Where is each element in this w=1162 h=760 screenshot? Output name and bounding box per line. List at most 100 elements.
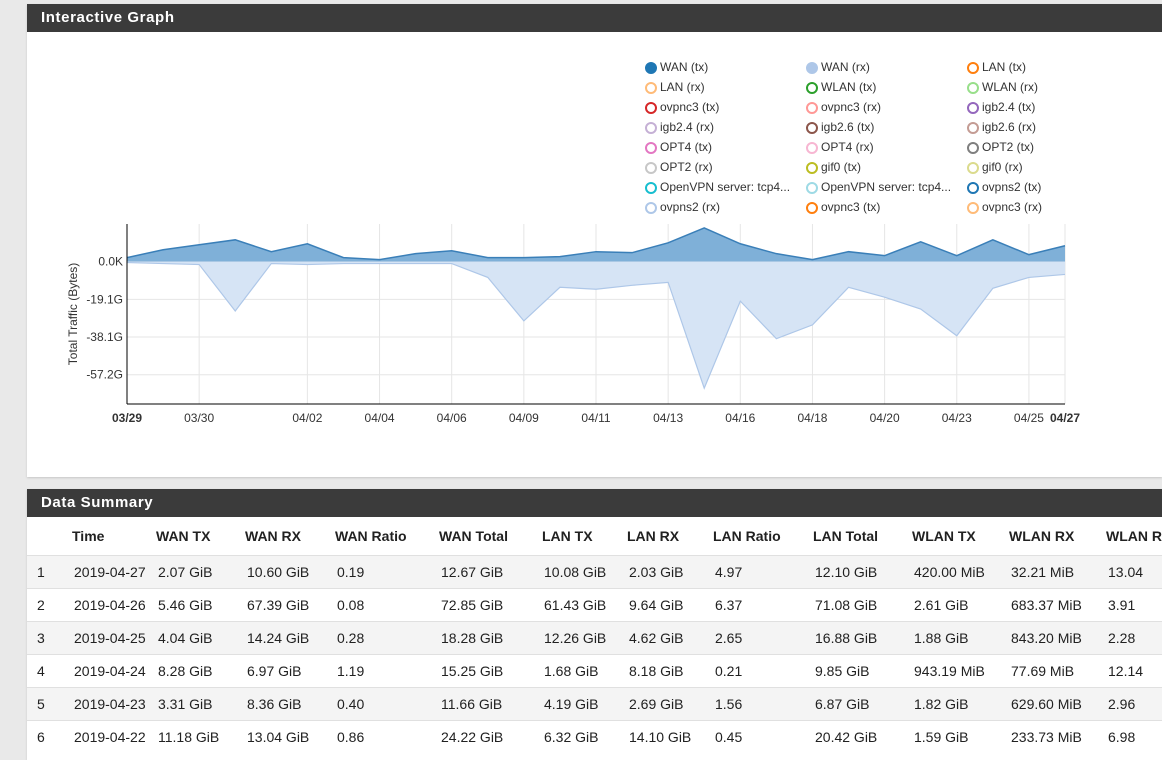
legend-label: ovpnc3 (tx) [821, 200, 881, 214]
table-cell: 0.19 [335, 554, 439, 588]
series-area [127, 261, 1065, 389]
legend-swatch-icon [967, 62, 979, 74]
table-cell: 683.37 MiB [1009, 587, 1106, 621]
table-cell: 18.28 GiB [439, 620, 542, 654]
column-header[interactable]: WLAN Ra [1106, 527, 1162, 544]
legend-swatch-icon [967, 102, 979, 114]
summary-panel-title: Data Summary [27, 489, 1162, 517]
table-cell: 2019-04-26 [72, 587, 156, 621]
column-header[interactable]: WAN Total [439, 527, 508, 544]
table-cell: 2019-04-25 [72, 620, 156, 654]
table-cell: 2019-04-27 [72, 554, 156, 588]
legend-swatch-icon [806, 142, 818, 154]
legend-label: WAN (tx) [660, 60, 709, 74]
column-header[interactable]: WLAN RX [1009, 527, 1075, 544]
table-cell: 6.37 [713, 587, 813, 621]
table-cell: 6.98 [1106, 719, 1162, 753]
legend-label: LAN (tx) [982, 60, 1027, 74]
legend-label: ovpns2 (tx) [982, 180, 1042, 194]
column-header[interactable]: LAN RX [627, 527, 680, 544]
column-header[interactable] [27, 517, 72, 555]
legend-label: OPT4 (tx) [660, 140, 713, 154]
x-tick-label: 04/27 [1050, 411, 1080, 425]
x-tick-label: 03/29 [112, 411, 142, 425]
legend-label: OPT4 (rx) [821, 140, 874, 154]
column-header[interactable]: WAN TX [156, 527, 211, 544]
table-cell: 20.42 GiB [813, 719, 912, 753]
table-cell: 11.66 GiB [439, 686, 542, 720]
table-row: 1 2019-04-27 2.07 GiB 10.60 GiB 0.19 12.67 Gi… [27, 554, 1162, 588]
table-cell: 0.21 [713, 653, 813, 687]
table-cell: 8.18 GiB [627, 653, 713, 687]
table-cell: 10.08 GiB [542, 554, 627, 588]
table-cell: 4.62 GiB [627, 620, 713, 654]
table-cell: 1 [27, 554, 72, 588]
table-cell: 4 [27, 653, 72, 687]
column-header[interactable]: LAN Ratio [713, 527, 781, 544]
legend-label: OpenVPN server: tcp4... [821, 180, 952, 194]
x-tick-label: 04/06 [437, 411, 467, 425]
table-cell: 2.65 [713, 620, 813, 654]
table-cell: 2 [27, 587, 72, 621]
graph-panel-title: Interactive Graph [27, 4, 1162, 32]
table-cell: 4.04 GiB [156, 620, 245, 654]
table-cell: 71.08 GiB [813, 587, 912, 621]
x-tick-label: 04/20 [870, 411, 900, 425]
x-tick-label: 04/18 [797, 411, 827, 425]
table-cell: 4.19 GiB [542, 686, 627, 720]
table-cell: 2.07 GiB [156, 554, 245, 588]
data-summary-table: Time WAN TX WAN RX WAN Ratio WAN Total LAN TX… [27, 517, 1162, 753]
table-row: 5 2019-04-23 3.31 GiB 8.36 GiB 0.40 11.66 GiB… [27, 686, 1162, 720]
table-cell: 14.24 GiB [245, 620, 335, 654]
table-cell: 15.25 GiB [439, 653, 542, 687]
table-cell: 5.46 GiB [156, 587, 245, 621]
column-header[interactable]: LAN TX [542, 527, 593, 544]
column-header[interactable]: WLAN TX [912, 527, 976, 544]
table-cell: 3.31 GiB [156, 686, 245, 720]
column-header[interactable]: Time [72, 527, 105, 544]
table-cell: 4.97 [713, 554, 813, 588]
table-cell: 6.32 GiB [542, 719, 627, 753]
legend-label: gif0 (rx) [982, 160, 1023, 174]
table-cell: 13.04 GiB [245, 719, 335, 753]
legend-swatch-icon [806, 102, 818, 114]
x-tick-label: 04/02 [292, 411, 322, 425]
table-cell: 9.64 GiB [627, 587, 713, 621]
legend-swatch-icon [967, 82, 979, 94]
table-cell: 0.86 [335, 719, 439, 753]
legend-label: gif0 (tx) [821, 160, 862, 174]
legend-swatch-icon [967, 142, 979, 154]
table-cell: 11.18 GiB [156, 719, 245, 753]
legend-swatch-icon [645, 202, 657, 214]
table-cell: 943.19 MiB [912, 653, 1009, 687]
x-tick-label: 04/11 [581, 411, 610, 425]
column-header[interactable]: WAN RX [245, 527, 301, 544]
legend-label: igb2.4 (tx) [982, 100, 1036, 114]
legend-label: igb2.6 (tx) [821, 120, 875, 134]
legend-swatch-icon [967, 202, 979, 214]
x-tick-label: 04/13 [653, 411, 683, 425]
legend-swatch-icon [806, 62, 818, 74]
table-cell: 3 [27, 620, 72, 654]
legend-swatch-icon [806, 182, 818, 194]
column-header[interactable]: WAN Ratio [335, 527, 407, 544]
legend-swatch-icon [806, 162, 818, 174]
table-cell: 32.21 MiB [1009, 554, 1106, 588]
legend-label: igb2.4 (rx) [660, 120, 715, 134]
legend-label: igb2.6 (rx) [982, 120, 1037, 134]
x-tick-label: 04/16 [725, 411, 755, 425]
column-header[interactable]: LAN Total [813, 527, 879, 544]
table-cell: 8.36 GiB [245, 686, 335, 720]
table-cell: 420.00 MiB [912, 554, 1009, 588]
table-cell: 12.10 GiB [813, 554, 912, 588]
table-row: 4 2019-04-24 8.28 GiB 6.97 GiB 1.19 15.25 GiB… [27, 653, 1162, 687]
legend-label: OPT2 (tx) [982, 140, 1035, 154]
table-cell: 61.43 GiB [542, 587, 627, 621]
table-cell: 1.59 GiB [912, 719, 1009, 753]
legend-swatch-icon [645, 182, 657, 194]
x-tick-label: 04/04 [365, 411, 395, 425]
y-axis-label: Total Traffic (Bytes) [66, 263, 80, 365]
table-cell: 6 [27, 719, 72, 753]
table-cell: 629.60 MiB [1009, 686, 1106, 720]
legend-label: ovpns2 (rx) [660, 200, 721, 214]
